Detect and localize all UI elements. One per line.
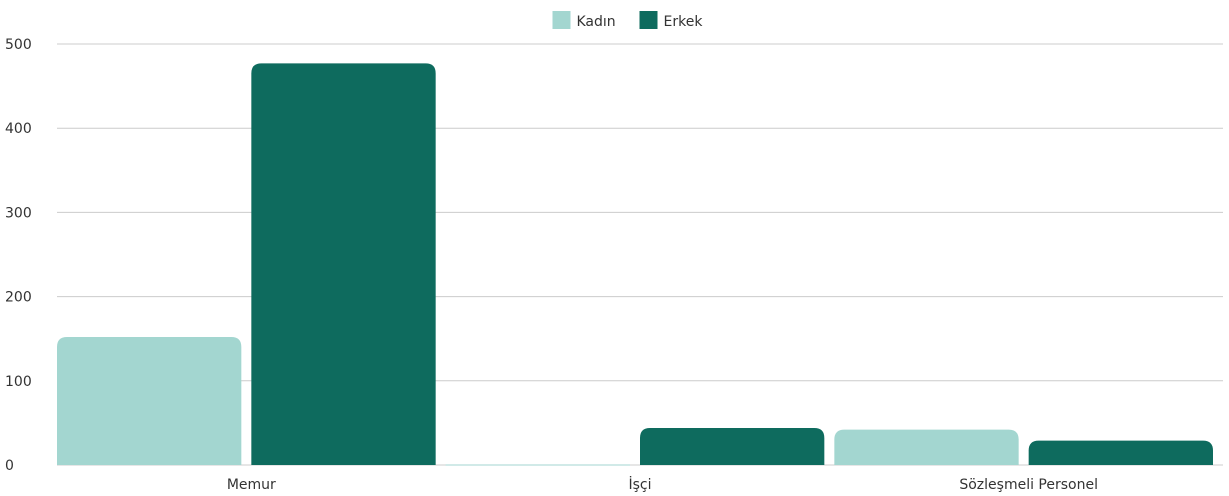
legend: Kadın Erkek [552, 11, 704, 30]
bar-erkek-1 [640, 427, 825, 465]
bar-kadın-2 [834, 429, 1019, 465]
y-tick-label: 200 [5, 290, 32, 306]
bars [57, 63, 1213, 466]
y-tick-label: 500 [5, 37, 32, 53]
legend-label: Kadın [577, 14, 616, 30]
y-tick-label: 400 [5, 121, 32, 137]
bar-kadın-0 [57, 337, 242, 465]
x-category-label: Memur [227, 477, 276, 493]
x-category-label: Sözleşmeli Personel [959, 477, 1098, 493]
x-category-label: İşçi [628, 475, 651, 493]
legend-item-erkek[interactable]: Erkek [639, 11, 704, 30]
bar-erkek-2 [1028, 440, 1213, 465]
y-tick-label: 0 [5, 458, 14, 474]
bar-erkek-0 [251, 63, 436, 466]
y-axis-ticks: 0 100 200 300 400 500 [5, 37, 32, 474]
legend-swatch [552, 11, 571, 29]
x-axis-labels: Memur İşçi Sözleşmeli Personel [227, 475, 1098, 493]
y-tick-label: 100 [5, 374, 32, 390]
legend-item-kadın[interactable]: Kadın [552, 11, 616, 30]
legend-swatch [639, 11, 658, 29]
legend-label: Erkek [664, 14, 704, 30]
y-tick-label: 300 [5, 205, 32, 221]
